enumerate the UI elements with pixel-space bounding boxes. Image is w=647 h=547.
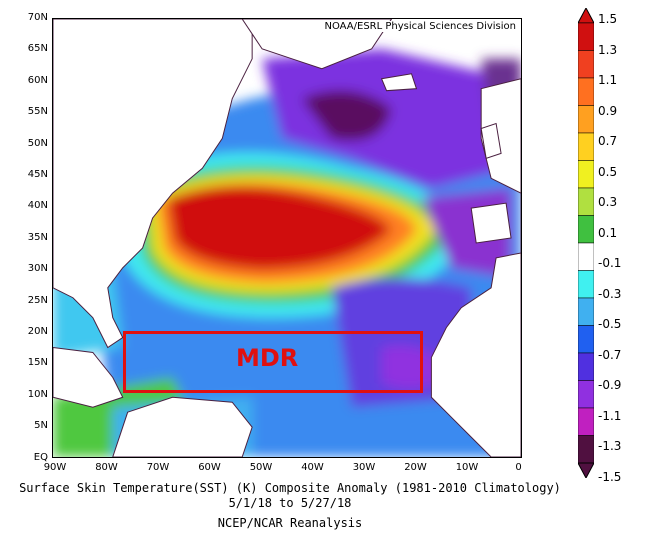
colorbar-bottom-arrow bbox=[578, 462, 594, 478]
colorbar-label: 0.9 bbox=[598, 103, 618, 118]
colorbar-label: -0.1 bbox=[598, 256, 622, 270]
lat-label: 35N bbox=[27, 231, 48, 243]
colorbar-segment bbox=[578, 352, 594, 381]
lat-label: 50N bbox=[27, 137, 48, 149]
lat-label: 70N bbox=[27, 12, 48, 23]
lon-label: 10W bbox=[455, 462, 479, 473]
colorbar-label: 1.5 bbox=[598, 12, 618, 26]
credit-text: NOAA/ESRL Physical Sciences Division bbox=[322, 21, 518, 32]
colorbar-label: -0.5 bbox=[598, 317, 622, 331]
colorbar-label: 1.3 bbox=[598, 42, 618, 57]
lat-label: EQ bbox=[33, 451, 48, 463]
colorbar bbox=[578, 8, 594, 478]
colorbar-segment bbox=[578, 270, 594, 299]
colorbar-label: -1.5 bbox=[598, 469, 622, 484]
colorbar-segment bbox=[578, 297, 594, 326]
colorbar-label: -0.7 bbox=[598, 347, 622, 362]
lat-label: 55N bbox=[27, 106, 48, 118]
lat-label: 60N bbox=[27, 74, 48, 86]
lon-label: 60W bbox=[198, 462, 221, 473]
lon-label: 30W bbox=[352, 462, 376, 473]
colorbar-label: 0.5 bbox=[598, 164, 618, 179]
colorbar-segment bbox=[578, 215, 594, 244]
caption-source: NCEP/NCAR Reanalysis bbox=[217, 516, 363, 530]
colorbar-segment bbox=[578, 187, 594, 216]
sst-anomaly-map bbox=[53, 19, 521, 457]
colorbar-segment bbox=[578, 77, 594, 106]
colorbar-segment bbox=[578, 22, 594, 51]
lon-label: 0 bbox=[515, 462, 522, 473]
colorbar-segment bbox=[578, 50, 594, 79]
lat-label: 65N bbox=[27, 43, 48, 55]
colorbar-label: 0.3 bbox=[598, 195, 618, 209]
lon-label: 80W bbox=[95, 462, 118, 473]
colorbar-label: -1.3 bbox=[598, 439, 622, 453]
lon-label: 70W bbox=[146, 462, 170, 473]
colorbar-segment bbox=[578, 160, 594, 189]
colorbar-segment bbox=[578, 105, 594, 134]
lat-label: 25N bbox=[27, 294, 48, 306]
colorbar-label: -0.9 bbox=[598, 378, 622, 392]
lon-label: 50W bbox=[249, 462, 273, 473]
colorbar-label: -0.3 bbox=[598, 286, 622, 301]
lat-label: 15N bbox=[27, 357, 48, 369]
colorbar-label: -1.1 bbox=[598, 408, 622, 423]
lat-label: 45N bbox=[27, 169, 48, 180]
lon-label: 40W bbox=[301, 462, 324, 473]
colorbar-segment bbox=[578, 435, 594, 464]
colorbar-label: 0.1 bbox=[598, 225, 618, 240]
colorbar-segment bbox=[578, 132, 594, 161]
lat-label: 30N bbox=[27, 263, 48, 275]
lat-label: 5N bbox=[34, 420, 48, 432]
colorbar-segment bbox=[578, 325, 594, 354]
lat-label: 40N bbox=[27, 200, 48, 212]
colorbar-top-arrow bbox=[578, 8, 594, 24]
mdr-box bbox=[123, 331, 423, 393]
colorbar-segment bbox=[578, 380, 594, 409]
lon-label: 90W bbox=[43, 462, 67, 473]
colorbar-segment bbox=[578, 242, 594, 271]
colorbar-label: 1.1 bbox=[598, 73, 618, 87]
lat-label: 20N bbox=[27, 326, 48, 337]
colorbar-label: 0.7 bbox=[598, 134, 618, 148]
caption-dates: 5/1/18 to 5/27/18 bbox=[228, 496, 352, 510]
caption-title: Surface Skin Temperature(SST) (K) Compos… bbox=[19, 481, 561, 495]
colorbar-segment bbox=[578, 407, 594, 436]
map-frame: NOAA/ESRL Physical Sciences Division bbox=[52, 18, 522, 458]
lon-label: 20W bbox=[404, 462, 427, 473]
mdr-label: MDR bbox=[236, 344, 299, 372]
lat-label: 10N bbox=[27, 388, 48, 400]
